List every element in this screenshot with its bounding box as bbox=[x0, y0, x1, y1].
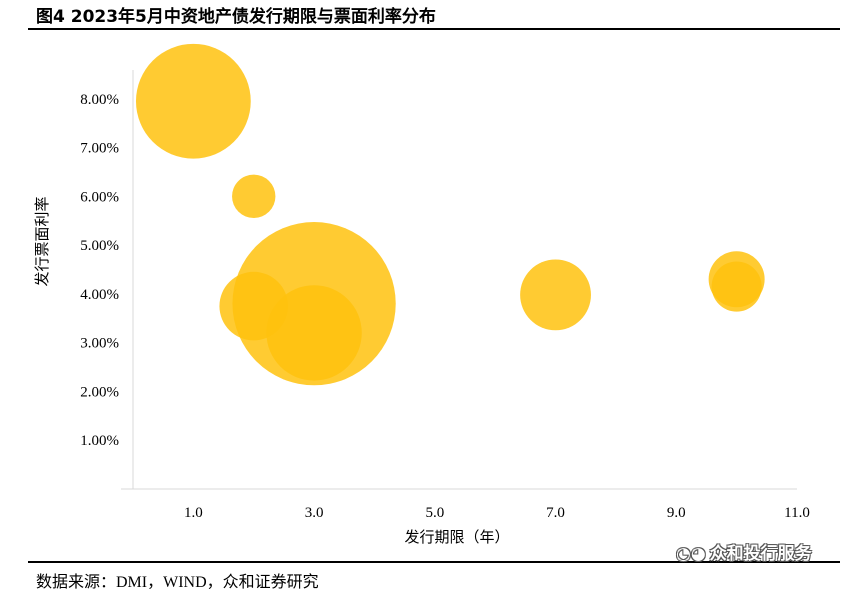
bubble-6 bbox=[520, 259, 591, 331]
axes bbox=[121, 70, 797, 490]
x-tick-label-3: 5.0 bbox=[425, 505, 444, 521]
x-tick-label-6: 11.0 bbox=[784, 505, 810, 521]
y-tick-label-4: 4.00% bbox=[80, 287, 119, 303]
bubbles bbox=[135, 43, 765, 386]
top-rule bbox=[28, 28, 840, 30]
y-tick-label-6: 6.00% bbox=[80, 189, 119, 205]
watermark-text: 众和投行服务 bbox=[709, 544, 812, 564]
y-tick-label-5: 5.00% bbox=[80, 238, 119, 254]
bubble-8 bbox=[711, 261, 762, 312]
bubble-1 bbox=[135, 43, 251, 159]
figure-title: 图4 2023年5月中资地产债发行期限与票面利率分布 bbox=[36, 7, 436, 27]
y-tick-label-2: 2.00% bbox=[80, 384, 119, 400]
watermark: ◔◕ 众和投行服务 bbox=[676, 539, 812, 564]
x-tick-label-1: 1.0 bbox=[184, 505, 203, 521]
y-tick-label-8: 8.00% bbox=[80, 92, 119, 108]
y-axis-title: 发行票面利率 bbox=[33, 196, 51, 286]
wechat-icon: ◔◕ bbox=[676, 544, 706, 564]
y-tick-label-1: 1.00% bbox=[80, 433, 119, 449]
y-tick-labels: 1.00% 2.00% 3.00% 4.00% 5.00% 6.00% 7.00% 8.00% bbox=[80, 92, 119, 449]
x-tick-label-5: 9.0 bbox=[667, 505, 686, 521]
source-note: 数据来源：DMI，WIND，众和证券研究 bbox=[36, 574, 319, 591]
x-tick-labels: 1.0 3.0 5.0 7.0 9.0 11.0 bbox=[184, 505, 810, 521]
y-tick-label-7: 7.00% bbox=[80, 141, 119, 157]
y-tick-label-3: 3.00% bbox=[80, 336, 119, 352]
x-tick-label-4: 7.0 bbox=[546, 505, 565, 521]
x-tick-label-2: 3.0 bbox=[305, 505, 324, 521]
bottom-rule bbox=[28, 561, 840, 563]
x-axis-title: 发行期限（年） bbox=[404, 528, 509, 546]
bubble-5 bbox=[266, 285, 362, 381]
bubble-2 bbox=[232, 174, 276, 219]
